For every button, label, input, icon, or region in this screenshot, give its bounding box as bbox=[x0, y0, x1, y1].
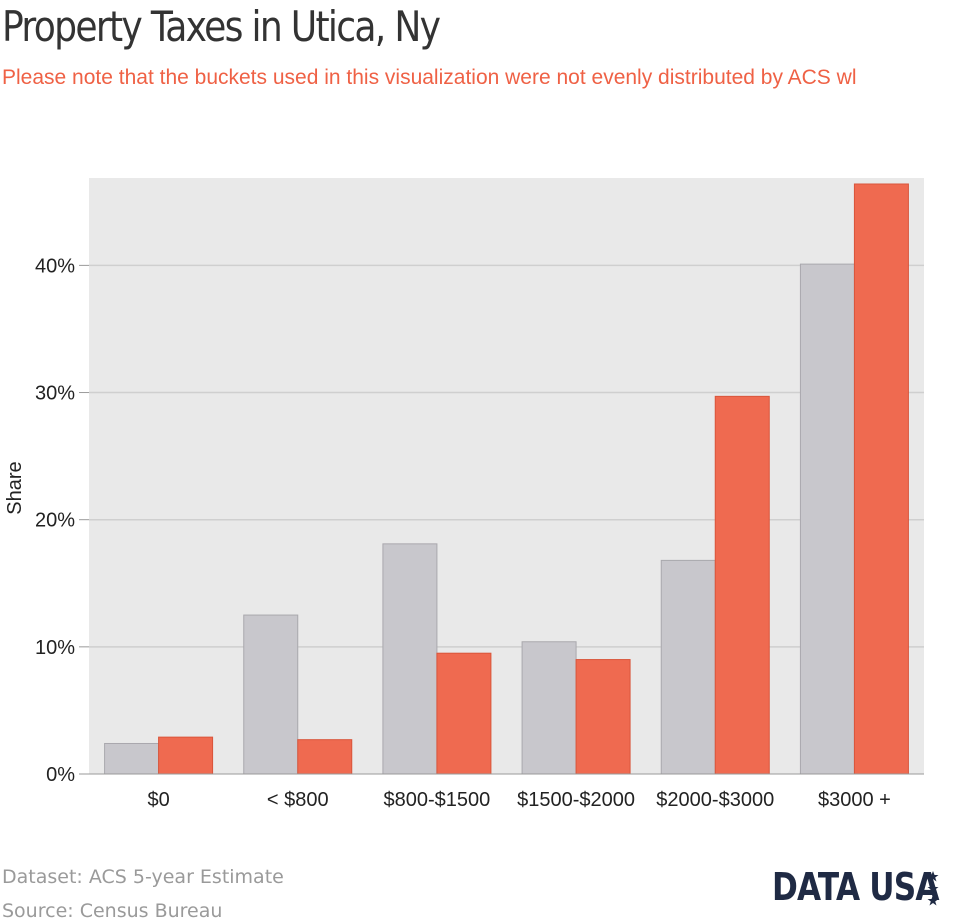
y-tick-label: 30% bbox=[35, 383, 75, 405]
x-tick-label: $3000 + bbox=[818, 789, 891, 811]
x-tick-labels: $0 < $800 $800-$1500 $1500-$2000 $2000-$3000… bbox=[147, 789, 890, 811]
bar-series2-2[interactable] bbox=[436, 652, 492, 775]
x-tick-label: < $800 bbox=[267, 789, 329, 811]
bar-series2-1[interactable] bbox=[297, 739, 353, 775]
bar-series1-5[interactable] bbox=[799, 263, 855, 775]
bar-series1-2[interactable] bbox=[382, 543, 438, 775]
y-tick-label: 40% bbox=[35, 255, 75, 277]
bar-series2-3[interactable] bbox=[575, 659, 631, 775]
chart-note: Please note that the buckets used in thi… bbox=[2, 66, 857, 89]
y-tick-labels: 0% 10% 20% 30% 40% bbox=[35, 255, 89, 786]
y-axis-label: Share bbox=[4, 461, 26, 514]
plot-background bbox=[89, 178, 924, 774]
dataset-label: Dataset: ACS 5-year Estimate bbox=[2, 866, 284, 888]
data-usa-logo: DATA USA bbox=[772, 862, 972, 912]
bar-series1-1[interactable] bbox=[243, 614, 299, 775]
stars-icon bbox=[927, 871, 939, 906]
x-tick-label: $800-$1500 bbox=[384, 789, 491, 811]
y-tick-label: 20% bbox=[35, 510, 75, 532]
bar-series1-4[interactable] bbox=[660, 559, 716, 775]
bar-series2-5[interactable] bbox=[853, 183, 909, 775]
bar-series1-3[interactable] bbox=[521, 641, 577, 775]
logo-text: DATA USA bbox=[772, 865, 939, 909]
gridlines bbox=[89, 264, 924, 648]
bar-series1-0[interactable] bbox=[104, 742, 160, 775]
x-tick-label: $0 bbox=[147, 789, 169, 811]
y-tick-label: 0% bbox=[46, 764, 75, 786]
y-tick-label: 10% bbox=[35, 637, 75, 659]
bar-chart: 0% 10% 20% 30% 40% $0 < $800 $800-$1500 $1500-$… bbox=[4, 178, 924, 811]
chart-title: Property Taxes in Utica, Ny bbox=[2, 2, 441, 51]
bar-series2-4[interactable] bbox=[714, 395, 770, 775]
source-label: Source: Census Bureau bbox=[2, 900, 223, 922]
bars bbox=[104, 183, 909, 775]
x-tick-label: $2000-$3000 bbox=[656, 789, 774, 811]
bar-series2-0[interactable] bbox=[158, 736, 214, 775]
x-tick-label: $1500-$2000 bbox=[517, 789, 635, 811]
